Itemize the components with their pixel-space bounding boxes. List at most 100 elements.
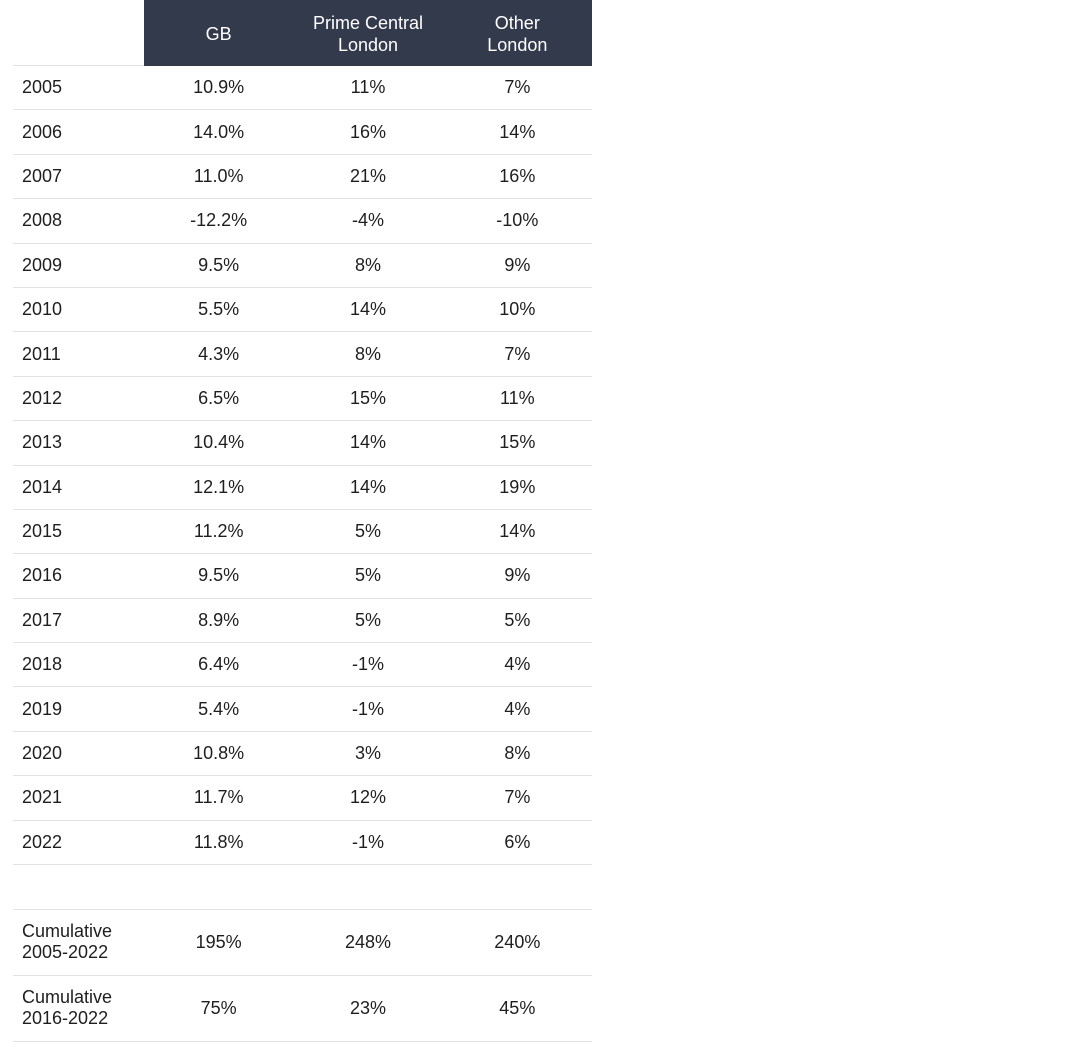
other-london-value: 10% — [499, 299, 536, 320]
year-label: 2009 — [22, 254, 63, 275]
table-row: 2005 10.9% 11% 7% — [13, 66, 592, 111]
table-header: GB Prime Central London Other London — [13, 0, 592, 66]
prime-central-london-value: 14% — [349, 432, 386, 453]
prime-central-london-value: 16% — [349, 121, 386, 142]
table-row: 2021 11.7% 12% 7% — [13, 776, 592, 821]
year-label: 2014 — [22, 476, 63, 497]
gb-value: 6.5% — [198, 387, 240, 408]
prime-central-london-value: -1% — [351, 831, 384, 852]
other-london-value: 19% — [499, 476, 536, 497]
data-table: GB Prime Central London Other London 200… — [13, 0, 592, 1042]
other-london-value: 6% — [504, 831, 531, 852]
column-header-other-london: Other London — [443, 0, 592, 66]
other-london-value: 14% — [499, 121, 536, 142]
prime-central-london-value: 5% — [354, 521, 381, 542]
summary-row-label: Cumulative 2016-2022 — [22, 987, 113, 1029]
prime-central-london-value: 8% — [354, 343, 381, 364]
other-london-value: 14% — [499, 521, 536, 542]
table-row: 2015 11.2% 5% 14% — [13, 510, 592, 555]
spacer-row — [13, 865, 592, 910]
table-row: 2006 14.0% 16% 14% — [13, 110, 592, 155]
gb-value: 8.9% — [198, 609, 240, 630]
gb-value: 5.5% — [198, 299, 240, 320]
table-row: 2018 6.4% -1% 4% — [13, 643, 592, 688]
gb-value: 11.8% — [193, 831, 244, 852]
other-london-value: 15% — [499, 432, 536, 453]
table-row: 2014 12.1% 14% 19% — [13, 466, 592, 510]
prime-central-london-value: 15% — [349, 387, 386, 408]
gb-value: 10.9% — [193, 77, 245, 98]
year-label: 2011 — [22, 343, 61, 364]
year-label: 2012 — [22, 387, 63, 408]
other-london-value: 4% — [504, 698, 531, 719]
year-label: 2008 — [22, 210, 63, 231]
other-london-value: 7% — [504, 787, 531, 808]
summary-row: Cumulative 2005-2022 195% 248% 240% — [13, 910, 592, 976]
other-london-value: 7% — [504, 343, 531, 364]
column-header-gb-text: GB — [205, 24, 232, 44]
summary-row-label: Cumulative 2005-2022 — [22, 921, 113, 963]
prime-central-london-value: 5% — [354, 609, 381, 630]
other-london-value: 8% — [504, 743, 531, 764]
column-header-pcl-text: Prime Central London — [312, 13, 423, 55]
table-row: 2007 11.0% 21% 16% — [13, 155, 592, 200]
table-row: 2013 10.4% 14% 15% — [13, 421, 592, 466]
year-label: 2005 — [22, 77, 63, 98]
year-label: 2019 — [22, 698, 63, 719]
table-row: 2009 9.5% 8% 9% — [13, 244, 592, 288]
prime-central-london-value: 5% — [354, 565, 381, 586]
table-row: 2022 11.8% -1% 6% — [13, 821, 592, 866]
table-row: 2017 8.9% 5% 5% — [13, 599, 592, 644]
prime-central-london-value: 3% — [354, 743, 381, 764]
year-label: 2020 — [22, 743, 63, 764]
prime-central-london-value: 248% — [344, 931, 392, 952]
gb-value: 9.5% — [198, 565, 240, 586]
year-label: 2021 — [22, 787, 63, 808]
year-label: 2016 — [22, 565, 63, 586]
other-london-value: 7% — [504, 77, 531, 98]
prime-central-london-value: 23% — [349, 997, 386, 1018]
header-band: GB Prime Central London Other London — [144, 0, 592, 66]
other-london-value: 4% — [504, 654, 531, 675]
gb-value: 9.5% — [198, 254, 240, 275]
prime-central-london-value: 14% — [349, 299, 386, 320]
year-label: 2010 — [22, 299, 63, 320]
other-london-value: 16% — [499, 165, 536, 186]
summary-row: Cumulative 2016-2022 75% 23% 45% — [13, 976, 592, 1042]
prime-central-london-value: -1% — [351, 698, 384, 719]
other-london-value: 11% — [499, 387, 535, 408]
header-corner-cell — [13, 0, 144, 66]
prime-central-london-value: -1% — [351, 654, 384, 675]
gb-value: 11.2% — [193, 521, 244, 542]
column-header-other-text: Other London — [487, 13, 548, 55]
gb-value: 14.0% — [193, 121, 245, 142]
year-label: 2017 — [22, 609, 63, 630]
table-row: 2019 5.4% -1% 4% — [13, 687, 592, 732]
gb-value: 195% — [195, 931, 242, 952]
year-label: 2006 — [22, 121, 63, 142]
gb-value: 11.0% — [193, 165, 244, 186]
table-row: 2016 9.5% 5% 9% — [13, 554, 592, 599]
table-row: 2010 5.5% 14% 10% — [13, 288, 592, 333]
year-label: 2007 — [22, 165, 63, 186]
year-label: 2018 — [22, 654, 63, 675]
gb-value: 11.7% — [193, 787, 244, 808]
gb-value: 10.4% — [193, 432, 245, 453]
other-london-value: 9% — [504, 254, 531, 275]
table-row: 2011 4.3% 8% 7% — [13, 332, 592, 377]
year-label: 2015 — [22, 521, 63, 542]
other-london-value: 45% — [499, 997, 536, 1018]
gb-value: 5.4% — [198, 698, 240, 719]
year-label: 2013 — [22, 432, 63, 453]
gb-value: 12.1% — [193, 476, 245, 497]
prime-central-london-value: 12% — [349, 787, 386, 808]
prime-central-london-value: 11% — [350, 77, 386, 98]
other-london-value: 240% — [494, 931, 541, 952]
gb-value: 10.8% — [193, 743, 245, 764]
gb-value: 4.3% — [198, 343, 240, 364]
prime-central-london-value: 21% — [349, 165, 386, 186]
prime-central-london-value: 8% — [354, 254, 381, 275]
prime-central-london-value: -4% — [351, 210, 384, 231]
gb-value: -12.2% — [190, 210, 248, 231]
gb-value: 75% — [200, 997, 237, 1018]
